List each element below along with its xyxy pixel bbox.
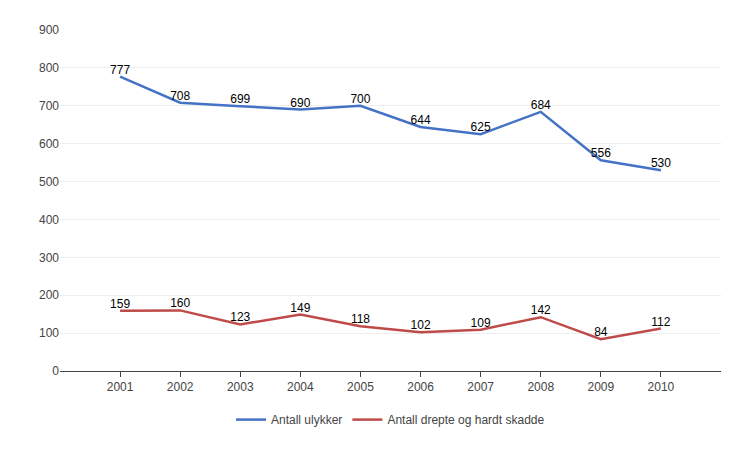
svg-text:2007: 2007 (467, 380, 494, 394)
svg-text:777: 777 (110, 63, 130, 77)
svg-text:2001: 2001 (107, 380, 134, 394)
svg-text:530: 530 (651, 156, 671, 170)
svg-text:100: 100 (39, 326, 59, 340)
svg-text:102: 102 (411, 318, 431, 332)
svg-text:500: 500 (39, 175, 59, 189)
svg-text:2006: 2006 (407, 380, 434, 394)
svg-text:690: 690 (290, 96, 310, 110)
svg-text:800: 800 (39, 61, 59, 75)
svg-text:700: 700 (39, 99, 59, 113)
svg-text:Antall ulykker: Antall ulykker (271, 413, 342, 427)
svg-text:2010: 2010 (648, 380, 675, 394)
svg-text:700: 700 (350, 92, 370, 106)
svg-text:300: 300 (39, 251, 59, 265)
svg-text:160: 160 (170, 296, 190, 310)
svg-text:625: 625 (471, 120, 491, 134)
svg-text:684: 684 (531, 98, 551, 112)
svg-text:2009: 2009 (587, 380, 614, 394)
svg-text:84: 84 (594, 325, 608, 339)
svg-text:2004: 2004 (287, 380, 314, 394)
svg-text:2008: 2008 (527, 380, 554, 394)
svg-text:112: 112 (651, 315, 670, 329)
svg-text:123: 123 (230, 310, 250, 324)
svg-text:708: 708 (170, 89, 190, 103)
svg-text:Antall drepte og hardt skadde: Antall drepte og hardt skadde (387, 413, 544, 427)
svg-text:900: 900 (39, 23, 59, 37)
svg-text:556: 556 (591, 146, 611, 160)
svg-text:644: 644 (411, 113, 431, 127)
svg-text:109: 109 (471, 316, 491, 330)
svg-text:2002: 2002 (167, 380, 194, 394)
svg-text:200: 200 (39, 288, 59, 302)
svg-text:2003: 2003 (227, 380, 254, 394)
svg-text:600: 600 (39, 137, 59, 151)
svg-text:0: 0 (52, 364, 59, 378)
svg-text:159: 159 (110, 297, 130, 311)
svg-text:118: 118 (351, 312, 370, 326)
svg-text:142: 142 (531, 303, 551, 317)
svg-text:149: 149 (290, 301, 310, 315)
svg-text:400: 400 (39, 213, 59, 227)
svg-text:699: 699 (230, 92, 250, 106)
svg-text:2005: 2005 (347, 380, 374, 394)
